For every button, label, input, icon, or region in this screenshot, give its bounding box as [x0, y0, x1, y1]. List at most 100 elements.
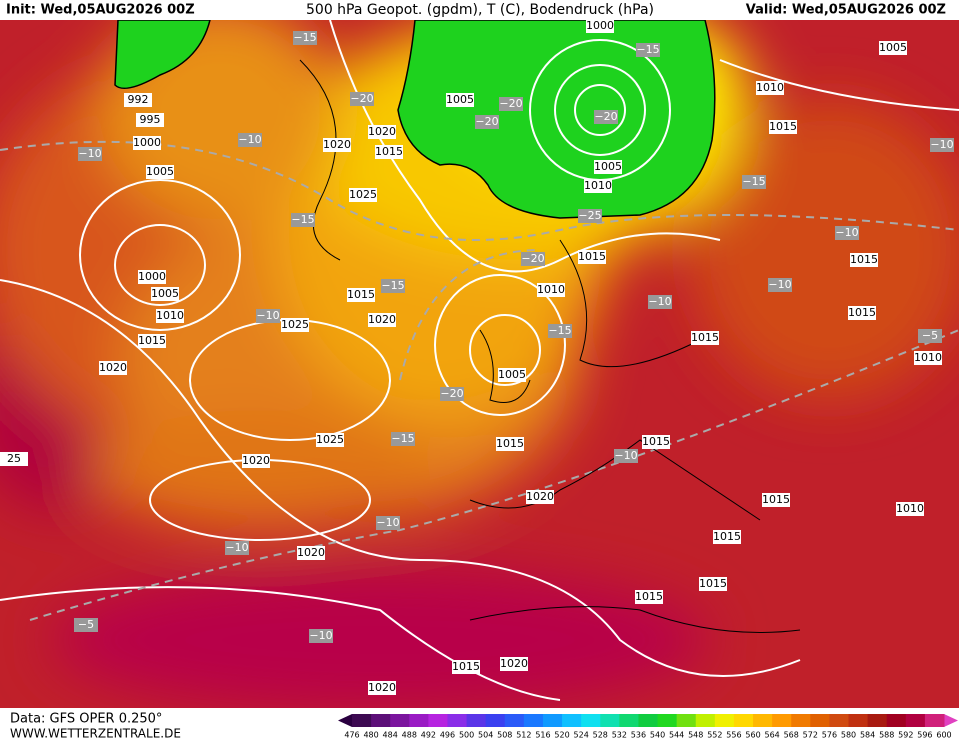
- isobar-label: 1020: [297, 546, 325, 559]
- colorbar-bin: [523, 714, 544, 727]
- colorbar-label: 588: [879, 731, 894, 740]
- init-time: Init: Wed,05AUG2026 00Z: [6, 3, 195, 18]
- temperature-label-box: [256, 309, 280, 323]
- colorbar-label: 556: [726, 731, 741, 740]
- isobar-label: 1015: [642, 435, 670, 448]
- colorbar-label: 528: [593, 731, 608, 740]
- isobar-label: 25: [7, 452, 21, 465]
- isobar-label-box: [133, 136, 161, 150]
- isobar-label: 1000: [586, 19, 614, 32]
- isobar-label-box: [349, 188, 377, 202]
- isobar-label: 1015: [496, 437, 524, 450]
- contour-labels: 1000 1005 1010 1015 1005 1020 1020 1015 1025 995 1…: [0, 19, 954, 695]
- isobar-label: 1020: [242, 454, 270, 467]
- colorbar-bin: [905, 714, 926, 727]
- colorbar-label: 480: [363, 731, 378, 740]
- colorbar-label: 484: [383, 731, 398, 740]
- temperature-label-box: [594, 110, 618, 124]
- isobar-label-box: [151, 287, 179, 301]
- temperature-label: −10: [930, 138, 953, 151]
- colorbar-label: 508: [497, 731, 512, 740]
- colorbar-bin: [409, 714, 429, 727]
- temperature-label-box: [636, 43, 660, 57]
- temperature-label-box: [768, 278, 792, 292]
- isobar-label: 1005: [146, 165, 174, 178]
- isobar-label: 1000: [138, 270, 166, 283]
- colorbar-label: 520: [554, 731, 569, 740]
- temperature-label-box: [648, 295, 672, 309]
- website: WWW.WETTERZENTRALE.DE: [10, 727, 181, 741]
- temperature-label: −10: [78, 147, 101, 160]
- colorbar-label: 548: [688, 731, 703, 740]
- isobar-label: 1015: [848, 306, 876, 319]
- colorbar-label: 592: [898, 731, 913, 740]
- isobar-label: 1020: [368, 125, 396, 138]
- temperature-label: −20: [440, 387, 463, 400]
- temperature-label-box: [548, 324, 572, 338]
- colorbar-bin: [829, 714, 850, 727]
- colorbar-label: 576: [822, 731, 837, 740]
- isobar-label-box: [756, 81, 784, 95]
- isobar-label: 995: [140, 113, 161, 126]
- temperature-label: −20: [350, 92, 373, 105]
- temperature-label-box: [742, 175, 766, 189]
- colorbar-label: 524: [574, 731, 589, 740]
- temperature-label: −20: [475, 115, 498, 128]
- isobar-label: 1020: [368, 313, 396, 326]
- isobar-label-box: [146, 165, 174, 179]
- isobar-label: 1015: [452, 660, 480, 673]
- temperature-label: −20: [521, 252, 544, 265]
- isobar-label-box: [242, 454, 270, 468]
- isobar-label-box: [316, 433, 344, 447]
- isobar-label-box: [848, 306, 876, 320]
- temperature-label: −15: [293, 31, 316, 44]
- isobar-label-box: [526, 490, 554, 504]
- isobar-label: 1015: [375, 145, 403, 158]
- isobar-label: 1015: [713, 530, 741, 543]
- colorbar-bin: [676, 714, 697, 727]
- temperature-label-box: [499, 97, 523, 111]
- temperature-label: −15: [548, 324, 571, 337]
- colorbar-label: 544: [669, 731, 684, 740]
- isobar-label: 1010: [896, 502, 924, 515]
- temperature-label: −15: [636, 43, 659, 56]
- isobar-label: 1015: [578, 250, 606, 263]
- isobar-label: 1025: [281, 318, 309, 331]
- colorbar-label: 552: [707, 731, 722, 740]
- temperature-label: −20: [499, 97, 522, 110]
- isobar-label-box: [347, 288, 375, 302]
- temperature-label-box: [440, 387, 464, 401]
- temperature-label-box: [835, 226, 859, 240]
- colorbar-bin: [428, 714, 448, 727]
- colorbar-bin: [924, 714, 945, 727]
- isobar-label-box: [156, 309, 184, 323]
- isobar-label-box: [446, 93, 474, 107]
- isobar-label: 992: [128, 93, 149, 106]
- colorbar-label: 536: [631, 731, 646, 740]
- colorbar-label: 596: [917, 731, 932, 740]
- isobar-label-box: [323, 138, 351, 152]
- isobar-label-box: [691, 331, 719, 345]
- temperature-label-box: [475, 115, 499, 129]
- colorbar-label: 532: [612, 731, 627, 740]
- colorbar-label: 500: [459, 731, 474, 740]
- isobar-label-box: [642, 435, 670, 449]
- temperature-label: −10: [614, 449, 637, 462]
- isobar-label: 1010: [584, 179, 612, 192]
- colorbar-label: 560: [745, 731, 760, 740]
- isobar-label-box: [0, 452, 28, 466]
- temperature-label-box: [381, 279, 405, 293]
- colorbar-label: 476: [344, 731, 359, 740]
- isobar-label: 1020: [323, 138, 351, 151]
- isobar-label-box: [368, 681, 396, 695]
- isobar-label-box: [498, 368, 526, 382]
- isobar-label: 1020: [99, 361, 127, 374]
- temperature-label-box: [74, 618, 98, 632]
- colorbar-bin: [600, 714, 620, 727]
- colorbar-label: 540: [650, 731, 665, 740]
- isobar-label-box: [594, 160, 622, 174]
- isobar-label-box: [586, 19, 614, 33]
- colorbar-bin: [466, 714, 487, 727]
- temperature-label: −5: [922, 329, 938, 342]
